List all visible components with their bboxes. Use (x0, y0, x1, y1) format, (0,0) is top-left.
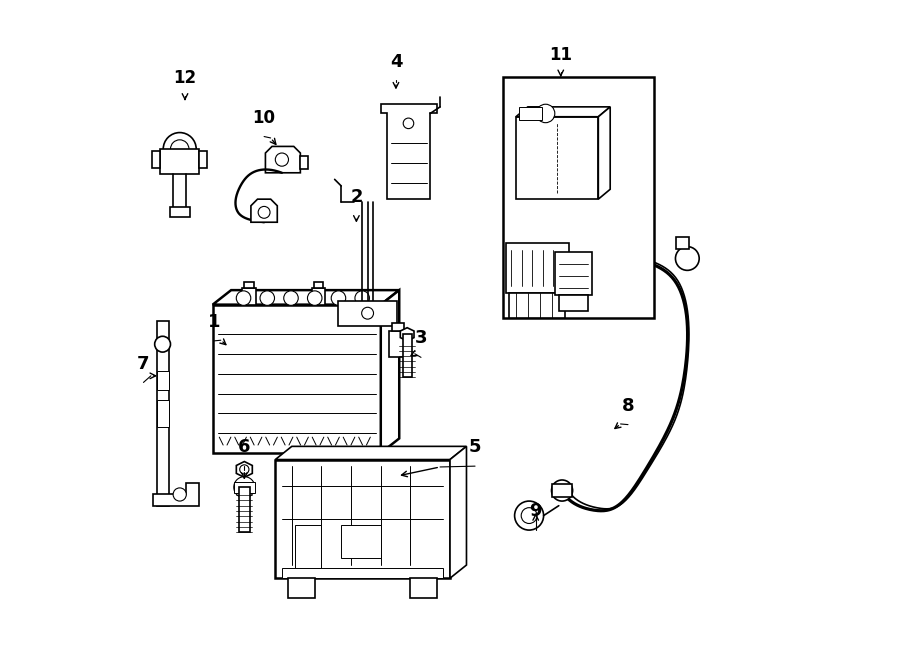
Polygon shape (516, 107, 610, 117)
Circle shape (403, 118, 414, 128)
Circle shape (676, 247, 699, 270)
Text: 5: 5 (469, 438, 482, 456)
Circle shape (260, 291, 274, 305)
Polygon shape (400, 328, 414, 341)
Polygon shape (516, 117, 598, 199)
Circle shape (536, 104, 554, 122)
Bar (553, 484, 572, 497)
Bar (275, 459, 450, 578)
Polygon shape (598, 107, 610, 199)
Circle shape (331, 291, 346, 305)
Bar (282, 568, 444, 578)
Text: 3: 3 (415, 330, 428, 348)
Circle shape (237, 291, 251, 305)
Bar (311, 288, 325, 305)
Text: 12: 12 (174, 69, 196, 87)
Bar (559, 295, 589, 311)
Circle shape (170, 140, 189, 158)
Circle shape (590, 258, 602, 269)
Bar (157, 371, 168, 391)
Polygon shape (153, 483, 200, 506)
Circle shape (521, 508, 537, 524)
Bar (503, 77, 654, 318)
Circle shape (515, 501, 544, 530)
Polygon shape (506, 244, 569, 293)
Polygon shape (200, 151, 207, 167)
Text: 2: 2 (350, 188, 363, 206)
Bar (157, 401, 168, 426)
Bar (341, 526, 381, 559)
Circle shape (275, 153, 289, 166)
Bar (239, 487, 249, 532)
Polygon shape (450, 446, 466, 578)
Circle shape (173, 488, 186, 501)
Bar (390, 331, 406, 357)
Text: 6: 6 (238, 438, 250, 456)
Polygon shape (589, 255, 608, 271)
Polygon shape (157, 321, 168, 506)
Bar (676, 237, 689, 249)
Polygon shape (212, 290, 400, 305)
Bar (410, 578, 436, 598)
Text: 8: 8 (622, 397, 634, 414)
Bar (234, 482, 255, 493)
Polygon shape (152, 151, 160, 167)
Circle shape (308, 291, 322, 305)
Circle shape (362, 307, 374, 319)
Polygon shape (251, 199, 277, 222)
Polygon shape (381, 290, 400, 453)
Text: 10: 10 (253, 109, 275, 126)
Polygon shape (275, 446, 466, 459)
Circle shape (163, 132, 196, 166)
Bar (392, 323, 404, 331)
Circle shape (258, 207, 270, 218)
Circle shape (552, 480, 572, 501)
Circle shape (284, 291, 298, 305)
Circle shape (578, 281, 586, 289)
Text: 7: 7 (137, 355, 149, 373)
Polygon shape (212, 305, 381, 453)
Bar (244, 281, 254, 288)
Bar (295, 526, 321, 568)
Polygon shape (266, 146, 301, 173)
Circle shape (155, 336, 170, 352)
Bar (160, 149, 200, 174)
Bar (555, 252, 591, 295)
Text: 11: 11 (549, 46, 572, 64)
Bar (170, 207, 190, 217)
Bar (338, 301, 397, 326)
Bar (313, 281, 323, 288)
Bar (242, 288, 256, 305)
Circle shape (234, 477, 255, 498)
Bar (569, 279, 595, 291)
Circle shape (355, 291, 369, 305)
Bar (519, 107, 543, 120)
Circle shape (239, 465, 249, 474)
Text: 9: 9 (529, 502, 542, 520)
Bar (289, 578, 315, 598)
Bar (402, 334, 412, 377)
Polygon shape (381, 103, 436, 199)
Polygon shape (237, 461, 252, 477)
Text: 1: 1 (208, 313, 220, 331)
Bar (509, 293, 565, 318)
Text: 4: 4 (390, 52, 402, 71)
Bar (212, 305, 381, 453)
Bar (301, 156, 309, 169)
